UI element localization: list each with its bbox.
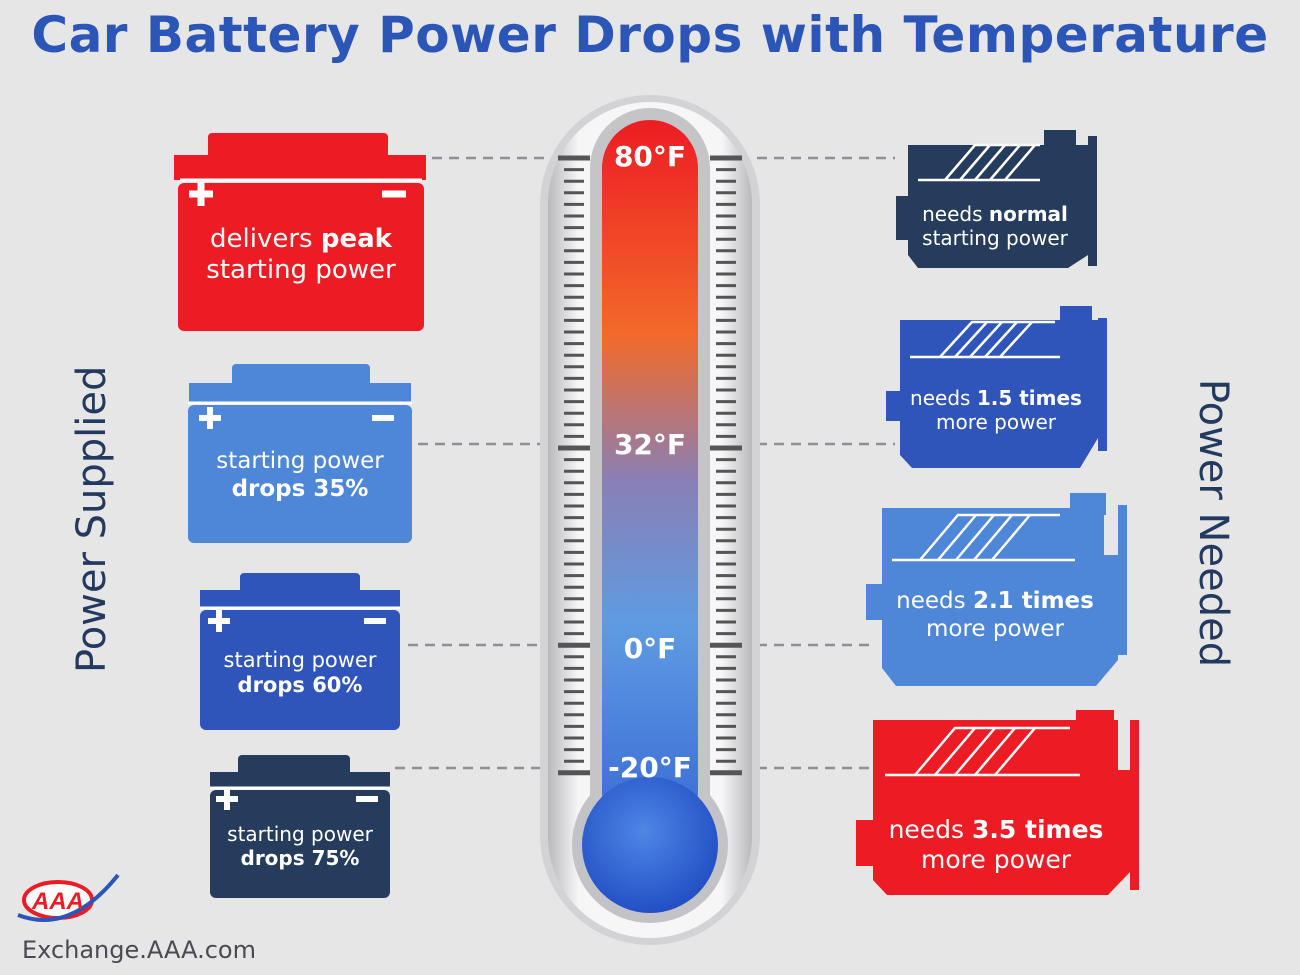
battery-60-icon xyxy=(200,573,400,730)
temp-minus-20: -20°F xyxy=(608,751,692,784)
engine-text-2-1: needs 2.1 times more power xyxy=(896,588,1094,642)
engine-normal-icon xyxy=(896,130,1097,268)
engine-text-normal: needs normal starting power xyxy=(922,202,1068,250)
battery-text-75: starting power drops 75% xyxy=(227,822,373,870)
engine-3-5-icon xyxy=(856,710,1139,895)
temp-80: 80°F xyxy=(613,140,687,173)
power-needed-label: Power Needed xyxy=(1190,378,1236,668)
battery-35-icon xyxy=(188,364,412,543)
battery-text-35: starting power drops 35% xyxy=(216,448,384,502)
battery-75-icon xyxy=(210,755,390,898)
connector-lines xyxy=(395,156,895,770)
engine-2-1-icon xyxy=(866,493,1127,686)
temp-0: 0°F xyxy=(623,632,677,665)
engine-text-3-5: needs 3.5 times more power xyxy=(888,815,1104,874)
engine-text-1-5: needs 1.5 times more power xyxy=(910,386,1082,434)
engine-1-5-icon xyxy=(886,306,1107,468)
aaa-logo: AAA xyxy=(17,873,120,922)
page-title: Car Battery Power Drops with Temperature xyxy=(31,6,1269,64)
footer-url: Exchange.AAA.com xyxy=(22,936,256,964)
tick-marks-left xyxy=(558,155,590,776)
tick-marks-right xyxy=(710,155,742,776)
power-supplied-label: Power Supplied xyxy=(69,365,115,673)
battery-text-60: starting power drops 60% xyxy=(223,648,377,698)
logo-text: AAA xyxy=(31,888,84,915)
battery-peak-icon xyxy=(174,133,426,331)
temp-32: 32°F xyxy=(613,428,687,461)
thermometer xyxy=(540,95,760,945)
battery-text-peak: delivers peak starting power xyxy=(206,224,396,286)
